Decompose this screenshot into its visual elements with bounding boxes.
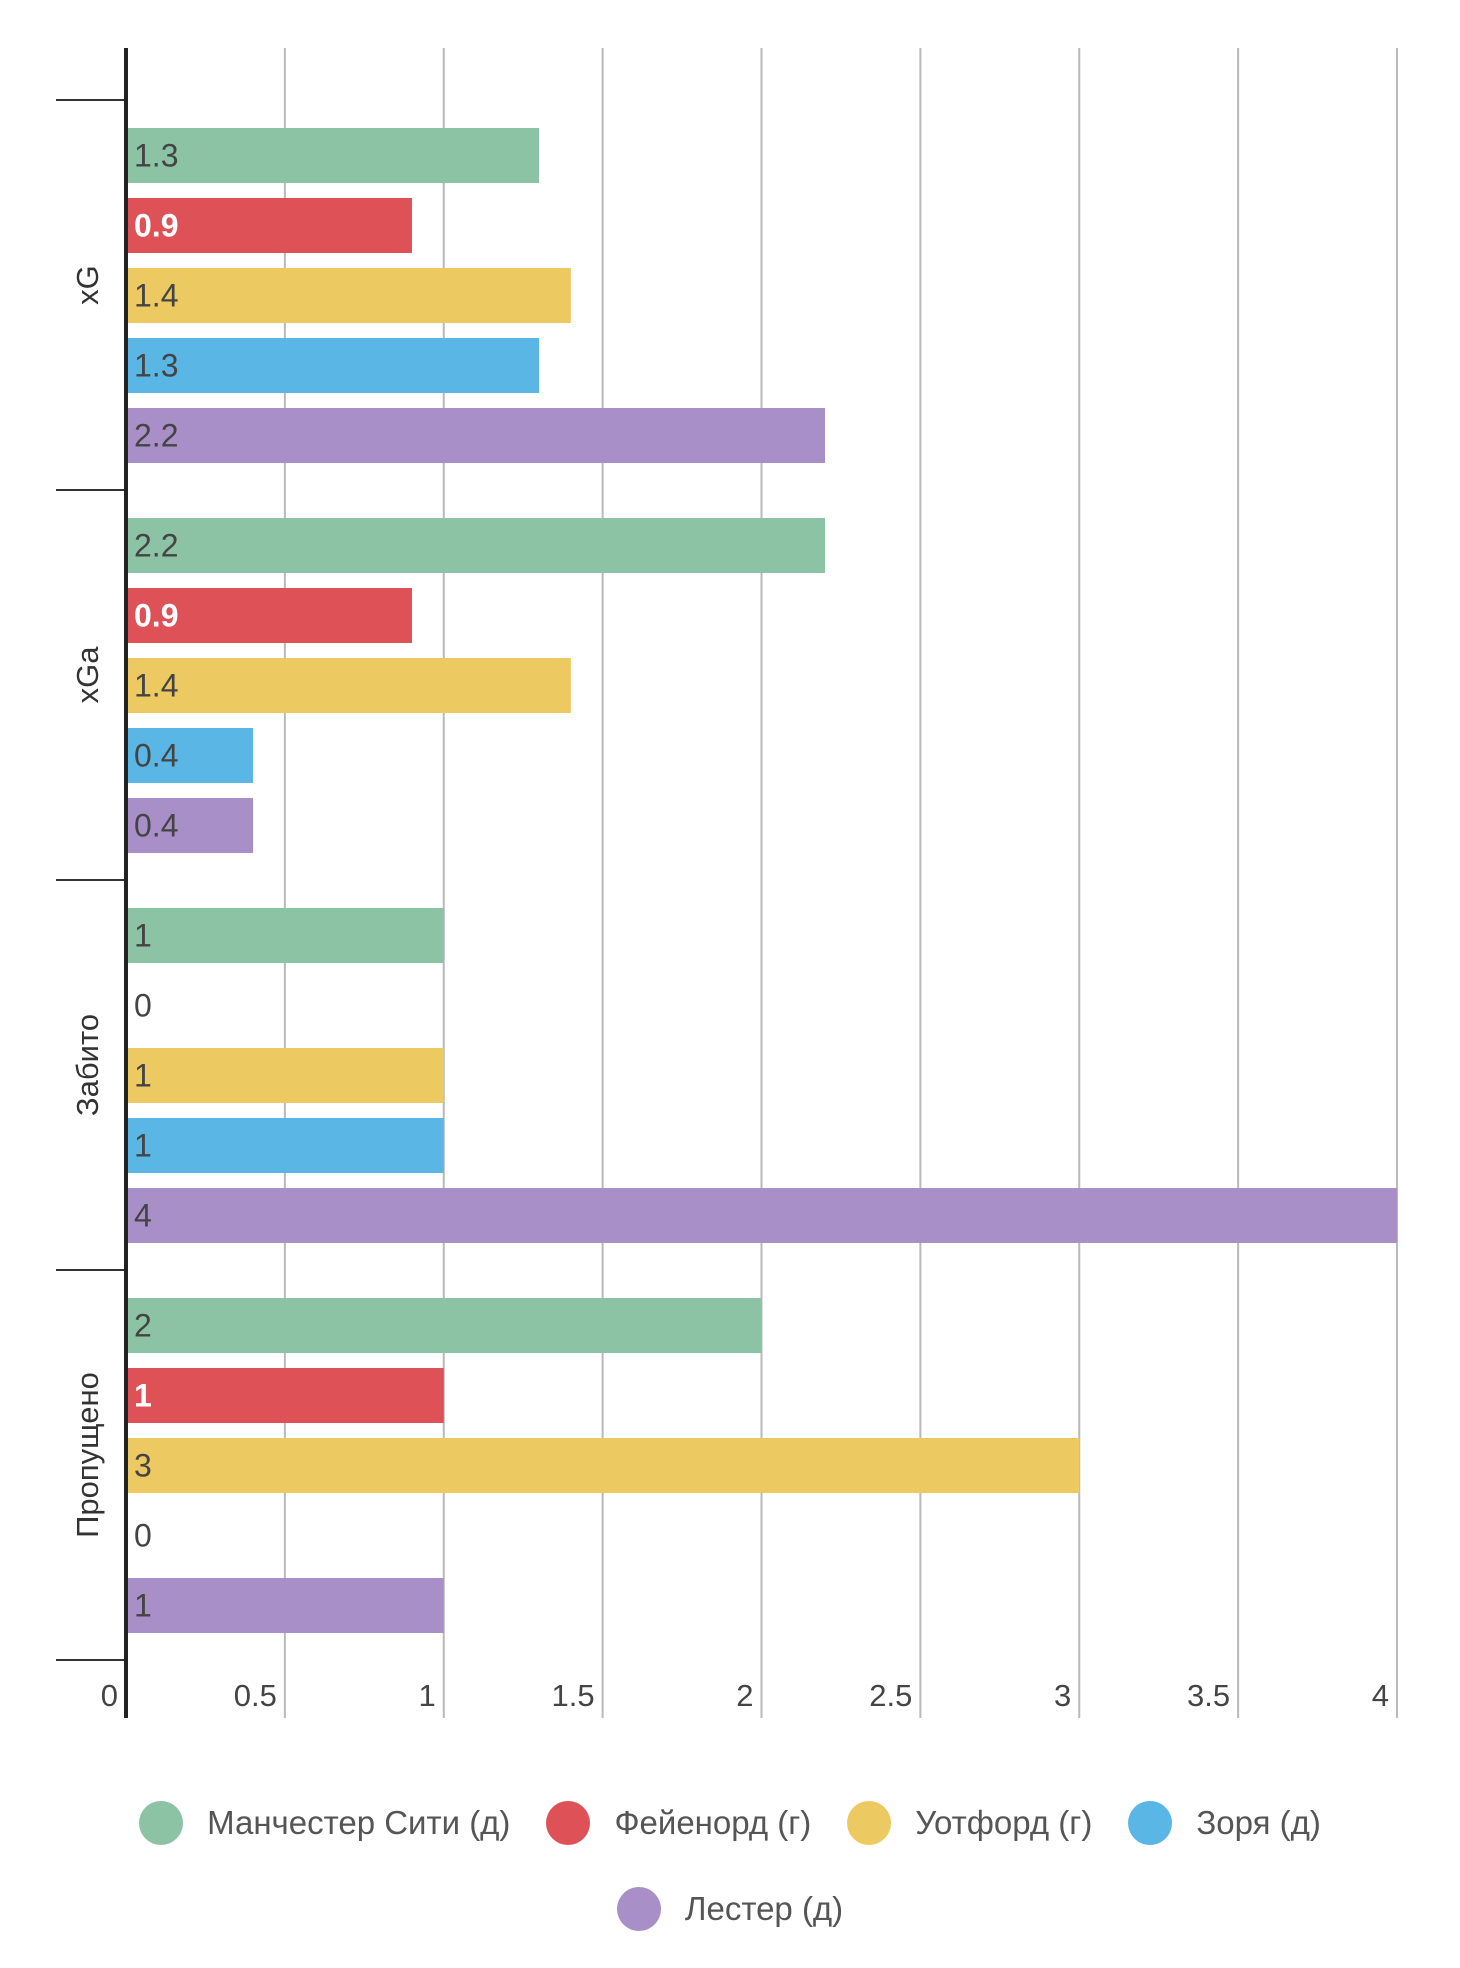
x-tick-label: 4 <box>1372 1678 1389 1713</box>
x-tick-label: 2.5 <box>869 1678 912 1713</box>
data-label: 1.4 <box>134 278 178 314</box>
legend-row-1: Манчестер Сити (д) Фейенорд (г) Уотфорд … <box>0 1780 1460 1866</box>
bar <box>126 1438 1080 1493</box>
legend-label: Фейенорд (г) <box>614 1804 812 1841</box>
category-label: xG <box>70 265 105 305</box>
bar <box>126 128 540 183</box>
legend-dot-feyenoord <box>546 1801 591 1845</box>
data-label: 0.4 <box>134 808 178 844</box>
gridlines <box>283 48 1398 1718</box>
bar <box>126 198 412 253</box>
legend-label: Уотфорд (г) <box>915 1804 1093 1841</box>
data-label: 1 <box>134 1128 152 1164</box>
legend-dot-man-city <box>139 1801 184 1845</box>
data-label: 2.2 <box>134 418 178 454</box>
bar <box>126 1188 1397 1243</box>
data-label: 1.4 <box>134 668 178 704</box>
data-label: 4 <box>134 1198 152 1234</box>
x-tick-label: 2 <box>736 1678 753 1713</box>
data-label: 0.9 <box>134 598 178 634</box>
bar <box>126 338 540 393</box>
data-label: 1.3 <box>134 138 178 174</box>
x-tick-label: 3 <box>1054 1678 1071 1713</box>
x-tick-label: 0 <box>101 1678 118 1713</box>
bar <box>126 1578 444 1633</box>
bar <box>126 728 254 783</box>
bar <box>126 1298 762 1353</box>
category-label: Пропущено <box>70 1372 105 1538</box>
x-tick-labels: 0 0.5 1 1.5 2 2.5 3 3.5 4 <box>101 1678 1389 1713</box>
data-label: 1.3 <box>134 348 178 384</box>
bar <box>126 268 571 323</box>
legend-label: Манчестер Сити (д) <box>207 1804 511 1841</box>
x-tick-label: 3.5 <box>1187 1678 1230 1713</box>
bars-group: 1.3 0.9 1.4 1.3 2.2 2.2 0.9 1.4 0.4 0.4 1 0 1 1 4 2 1 3 0 1 <box>126 128 1397 1633</box>
data-label: 0 <box>134 1518 152 1554</box>
x-tick-label: 1.5 <box>552 1678 595 1713</box>
data-label: 3 <box>134 1448 152 1484</box>
data-label: 1 <box>134 918 152 954</box>
bar <box>126 908 444 963</box>
data-label: 1 <box>134 1378 152 1414</box>
bar <box>126 588 412 643</box>
legend-label: Лестер (д) <box>684 1890 844 1927</box>
data-label: 2 <box>134 1308 152 1344</box>
legend-item-feyenoord[interactable]: Фейенорд (г) <box>546 1801 811 1845</box>
legend-item-watford[interactable]: Уотфорд (г) <box>847 1801 1092 1845</box>
bar-chart: 1.30.91.41.32.22.20.91.40.40.41011421301… <box>56 48 1398 1718</box>
data-label: 1 <box>134 1588 152 1624</box>
legend: Манчестер Сити (д) Фейенорд (г) Уотфорд … <box>0 1780 1460 1960</box>
category-labels: xG xGa Забито Пропущено <box>70 265 105 1538</box>
legend-dot-zorya <box>1128 1801 1173 1845</box>
legend-dot-watford <box>847 1801 892 1845</box>
x-tick-label: 0.5 <box>234 1678 277 1713</box>
data-label: 1 <box>134 1058 152 1094</box>
bar <box>126 518 826 573</box>
bar <box>126 798 254 853</box>
bar <box>126 1368 444 1423</box>
category-label: xGa <box>70 646 105 704</box>
legend-item-leicester[interactable]: Лестер (д) <box>616 1887 844 1931</box>
legend-row-2: Лестер (д) <box>0 1866 1460 1952</box>
legend-item-zorya[interactable]: Зоря (д) <box>1128 1801 1321 1845</box>
legend-item-man-city[interactable]: Манчестер Сити (д) <box>139 1801 510 1845</box>
category-label: Забито <box>70 1014 105 1116</box>
bar <box>126 658 571 713</box>
data-label: 0 <box>134 988 152 1024</box>
bar <box>126 1048 444 1103</box>
legend-dot-leicester <box>616 1887 661 1931</box>
data-label: 0.9 <box>134 208 178 244</box>
x-tick-label: 1 <box>419 1678 436 1713</box>
data-label: 0.4 <box>134 738 178 774</box>
data-label: 2.2 <box>134 528 178 564</box>
axes <box>56 48 128 1718</box>
legend-label: Зоря (д) <box>1196 1804 1321 1841</box>
bar <box>126 408 826 463</box>
bar <box>126 1118 444 1173</box>
